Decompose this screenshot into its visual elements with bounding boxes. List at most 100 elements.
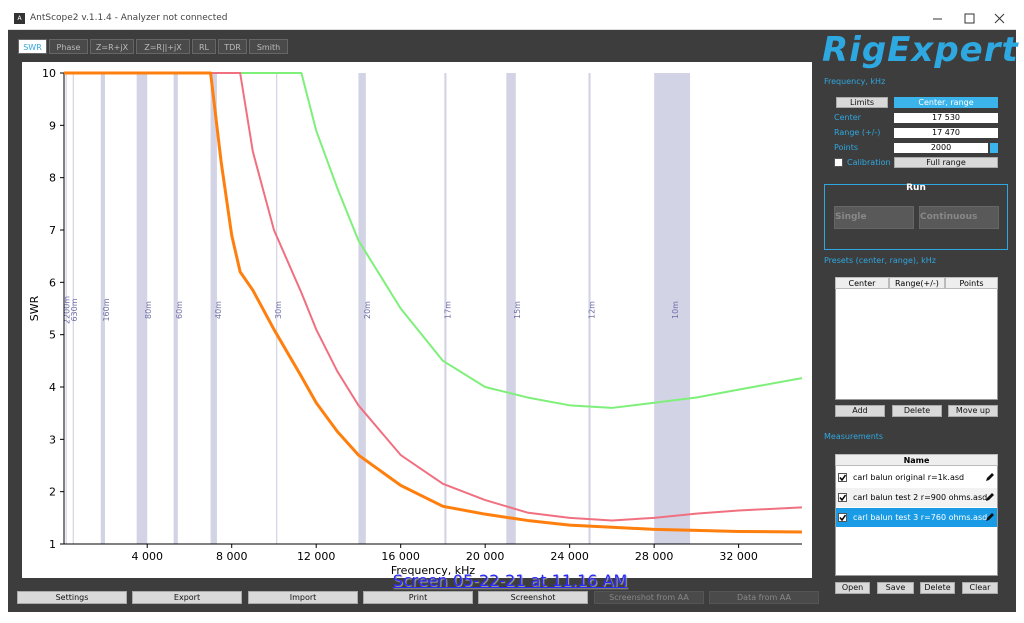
swr-line <box>64 71 803 534</box>
measurement-name: carl balun test 3 r=760 ohms.asd <box>853 513 988 522</box>
calibration-checkbox[interactable] <box>834 158 843 167</box>
x-tick-label: 24 000 <box>550 550 589 563</box>
y-tick-label: 6 <box>49 276 56 289</box>
band <box>506 73 516 544</box>
presets-table <box>835 277 998 400</box>
x-axis-label: Frequency, kHz <box>391 564 475 577</box>
band <box>72 73 74 544</box>
band <box>358 73 366 544</box>
measurement-checkbox[interactable] <box>838 493 847 502</box>
section-label: Presets (center, range), kHz <box>824 256 936 265</box>
mode-button[interactable]: Center, range <box>894 97 998 108</box>
band-label: 60m <box>175 301 184 319</box>
field-input[interactable]: 17 470 <box>894 128 998 138</box>
x-tick-label: 12 000 <box>297 550 336 563</box>
mode-button[interactable]: Limits <box>836 97 888 108</box>
x-tick-label: 4 000 <box>131 550 163 563</box>
band <box>100 73 105 544</box>
measurement-name: carl balun test 2 r=900 ohms.asd <box>853 493 988 502</box>
full-range-button[interactable]: Full range <box>894 157 998 168</box>
toolbar-button[interactable]: Data from AA <box>709 591 819 604</box>
table-header: Points <box>945 277 998 289</box>
edit-icon[interactable] <box>985 492 995 502</box>
field-input[interactable]: 2000 <box>894 143 988 153</box>
measurement-checkbox[interactable] <box>838 513 847 522</box>
y-tick-label: 10 <box>42 67 56 80</box>
window-controls[interactable] <box>925 10 1015 28</box>
x-tick-label: 32 000 <box>719 550 758 563</box>
band-label: 12m <box>588 301 597 319</box>
band <box>276 73 278 544</box>
toolbar-button[interactable]: Import <box>248 591 358 604</box>
preset-button[interactable]: Move up <box>948 405 998 417</box>
preset-button[interactable]: Add <box>835 405 885 417</box>
field-input[interactable]: 17 530 <box>894 113 998 123</box>
toolbar-button[interactable]: Screenshot from AA <box>594 591 704 604</box>
measurement-button[interactable]: Open <box>835 582 870 594</box>
tab[interactable]: RL <box>192 39 216 54</box>
edit-icon[interactable] <box>985 512 995 522</box>
table-header: Range(+/-) <box>889 277 945 289</box>
app-icon: A <box>14 13 25 24</box>
table-header: Center <box>835 277 889 289</box>
band <box>444 73 447 544</box>
tab[interactable]: Phase <box>49 39 88 54</box>
preset-button[interactable]: Delete <box>892 405 942 417</box>
x-tick-label: 8 000 <box>216 550 248 563</box>
measurement-row[interactable] <box>836 468 997 487</box>
toolbar-button[interactable]: Export <box>132 591 242 604</box>
tab[interactable]: Z=R+jX <box>90 39 134 54</box>
tab[interactable]: TDR <box>218 39 247 54</box>
y-tick-label: 1 <box>49 538 56 551</box>
y-tick-label: 9 <box>49 119 56 132</box>
section-label: Measurements <box>824 432 884 441</box>
band <box>654 73 691 544</box>
band-label: 10m <box>671 301 680 319</box>
window-title: AntScope2 v.1.1.4 - Analyzer not connect… <box>30 13 228 23</box>
band-label: 80m <box>144 301 153 319</box>
y-tick-label: 3 <box>49 433 56 446</box>
measurement-name: carl balun original r=1k.asd <box>853 473 965 482</box>
measurement-checkbox[interactable] <box>838 473 847 482</box>
band-label: 2200m <box>63 296 72 324</box>
measurement-row[interactable] <box>836 488 997 507</box>
run-group <box>824 184 1008 250</box>
tab[interactable]: Smith <box>249 39 288 54</box>
spin-button[interactable] <box>990 143 998 153</box>
y-axis-label: SWR <box>28 295 41 321</box>
measurement-button[interactable]: Save <box>877 582 914 594</box>
edit-icon[interactable] <box>985 472 995 482</box>
band-label: 15m <box>513 301 522 319</box>
table-header: Name <box>835 454 998 466</box>
band <box>65 73 67 544</box>
band-label: 20m <box>363 301 372 319</box>
run-title: Run <box>906 183 926 193</box>
band-label: 40m <box>214 301 223 319</box>
band-label: 160m <box>102 298 111 321</box>
field-label: Center <box>834 113 861 122</box>
toolbar-button[interactable]: Screenshot <box>478 591 588 604</box>
band-label: 630m <box>70 298 79 321</box>
tab[interactable]: Z=R||+jX <box>136 39 190 54</box>
field-label: Calibration <box>847 158 891 167</box>
measurement-button[interactable]: Delete <box>920 582 955 594</box>
band-label: 17m <box>443 301 452 319</box>
run-button[interactable]: Single <box>834 206 914 229</box>
toolbar-button[interactable]: Settings <box>17 591 127 604</box>
screenshot-caption: Screen 05-22-21 at 11.16 AM <box>392 571 628 590</box>
measurement-row[interactable] <box>836 508 997 527</box>
title-bar <box>8 8 1016 30</box>
run-button[interactable]: Continuous <box>919 206 999 229</box>
band <box>136 73 148 544</box>
band-label: 30m <box>274 301 283 319</box>
x-tick-label: 20 000 <box>466 550 505 563</box>
y-tick-label: 2 <box>49 486 56 499</box>
tab[interactable]: SWR <box>18 39 47 54</box>
measurement-button[interactable]: Clear <box>962 582 998 594</box>
y-tick-label: 7 <box>49 224 56 237</box>
page-strip <box>0 612 1024 623</box>
toolbar-button[interactable]: Print <box>363 591 473 604</box>
logo: RigExpert <box>822 30 1019 70</box>
